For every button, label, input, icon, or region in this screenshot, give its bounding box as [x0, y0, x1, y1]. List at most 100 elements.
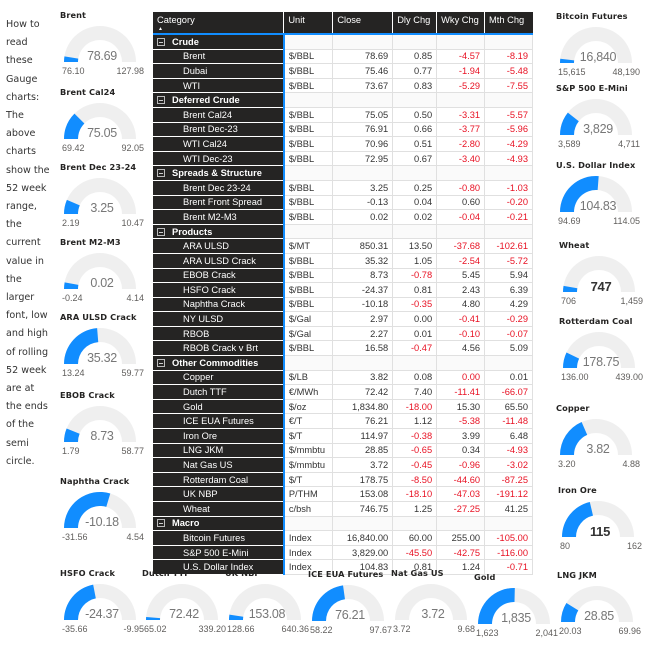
gauge-min-value: 1.79: [62, 446, 80, 456]
table-row[interactable]: Dubai $/BBL 75.46 0.77 -1.94 -5.48: [153, 63, 533, 79]
collapse-icon[interactable]: [157, 169, 165, 178]
gauge-lng-jkm[interactable]: LNG JKM 28.85 20.03 69.96: [557, 570, 649, 646]
table-row[interactable]: Wheat c/bsh 746.75 1.25 -27.25 41.25: [153, 501, 533, 517]
gauge-ice-eua-futures[interactable]: ICE EUA Futures 76.21 58.22 97.67: [308, 569, 400, 645]
table-row[interactable]: Rotterdam Coal $/T 178.75 -8.50 -44.60 -87.25: [153, 472, 533, 488]
column-header-wky-chg[interactable]: Wky Chg: [436, 12, 486, 35]
table-row[interactable]: Brent M2-M3 $/BBL 0.02 0.02 -0.04 -0.21: [153, 209, 533, 225]
empty-cell: [436, 92, 486, 108]
table-row[interactable]: Gold $/oz 1,834.80 -18.00 15.30 65.50: [153, 399, 533, 415]
gauge-dutch-ttf[interactable]: Dutch TTF 72.42 65.02 339.20: [142, 568, 234, 644]
unit-cell: $/BBL: [283, 282, 334, 298]
column-header-close[interactable]: Close: [332, 12, 394, 35]
table-row[interactable]: Nat Gas US $/mmbtu 3.72 -0.45 -0.96 -3.02: [153, 457, 533, 473]
column-header-category[interactable]: Category ▲: [153, 12, 285, 35]
group-header-cell[interactable]: Macro: [153, 516, 285, 532]
group-header-cell[interactable]: Deferred Crude: [153, 92, 285, 108]
gauge-min-value: 69.42: [62, 143, 85, 153]
table-row[interactable]: ICE EUA Futures €/T 76.21 1.12 -5.38 -11.48: [153, 413, 533, 430]
unit-cell: P/THM: [283, 486, 334, 502]
table-row[interactable]: Brent Dec 23-24 $/BBL 3.25 0.25 -0.80 -1.03: [153, 180, 533, 196]
gauge-ara-ulsd-crack[interactable]: ARA ULSD Crack 35.32 13.24 59.77: [60, 312, 152, 388]
gauge-wheat[interactable]: Wheat 747 706 1,459: [559, 240, 649, 316]
table-row[interactable]: WTI $/BBL 73.67 0.83 -5.29 -7.55: [153, 78, 533, 94]
table-row[interactable]: S&P 500 E-Mini Index 3,829.00 -45.50 -42.75-…: [153, 545, 533, 561]
table-row[interactable]: U.S. Dollar Index Index 104.83 0.81 1.24 -0.7…: [153, 559, 533, 575]
group-header-cell[interactable]: Other Commodities: [153, 355, 285, 371]
gauge-brent[interactable]: Brent 78.69 76.10 127.98: [60, 10, 152, 86]
table-row[interactable]: WTI Dec-23 $/BBL 72.95 0.67 -3.40 -4.93: [153, 151, 533, 167]
gauge-brent-m2-m3[interactable]: Brent M2-M3 0.02 -0.24 4.14: [60, 237, 152, 313]
gauge-copper[interactable]: Copper 3.82 3.20 4.88: [556, 403, 648, 479]
gauge-arc: [561, 586, 633, 622]
table-row[interactable]: Naphtha Crack $/BBL -10.18 -0.35 4.80 4.29: [153, 297, 533, 313]
gauge-title: Dutch TTF: [142, 568, 190, 578]
table-row[interactable]: RBOB $/Gal 2.27 0.01 -0.10 -0.07: [153, 326, 533, 342]
table-row[interactable]: RBOB Crack v Brt $/BBL 16.58 -0.47 4.56 5.09: [153, 340, 533, 357]
gauge-sp500-emini[interactable]: S&P 500 E-Mini 3,829 3,589 4,711: [556, 83, 648, 159]
collapse-icon[interactable]: [157, 519, 165, 528]
gauge-current-value: 72.42: [169, 607, 199, 621]
close-cell: 104.83: [332, 559, 394, 575]
table-row[interactable]: ARA ULSD Crack $/BBL 35.32 1.05 -2.54 -5.72: [153, 253, 533, 269]
close-cell: 3,829.00: [332, 545, 394, 561]
gauge-nat-gas-us[interactable]: Nat Gas US 3.72 3.72 9.68: [391, 568, 483, 644]
gauge-min-value: -0.24: [62, 293, 83, 303]
gauge-hsfo-crack[interactable]: HSFO Crack -24.37 -35.66 -9.95: [60, 568, 152, 644]
category-cell: Brent Front Spread: [153, 195, 285, 211]
gauge-uk-nbp[interactable]: UK NBP 153.08 128.66 640.36: [225, 568, 317, 644]
group-header-cell[interactable]: Crude: [153, 34, 285, 50]
table-row[interactable]: Bitcoin Futures Index 16,840.00 60.00 255.00…: [153, 530, 533, 546]
table-row[interactable]: Dutch TTF €/MWh 72.42 7.40 -11.41 -66.07: [153, 384, 533, 400]
gauge-usd-index[interactable]: U.S. Dollar Index 104.83 94.69 114.05: [556, 160, 648, 236]
gauge-max-value: 640.36: [281, 624, 309, 634]
daily-change-cell: 7.40: [392, 384, 438, 400]
collapse-icon[interactable]: [157, 358, 165, 367]
group-header-cell[interactable]: Products: [153, 224, 285, 240]
collapse-icon[interactable]: [157, 37, 165, 46]
table-row[interactable]: WTI Cal24 $/BBL 70.96 0.51 -2.80 -4.29: [153, 136, 533, 152]
gauge-bitcoin-futures[interactable]: Bitcoin Futures 16,840 15,615 48,190: [556, 11, 648, 87]
table-row[interactable]: Brent $/BBL 78.69 0.85 -4.57 -8.19: [153, 49, 533, 65]
weekly-change-cell: 2.43: [436, 282, 486, 298]
gauge-iron-ore[interactable]: Iron Ore 115 80 162: [558, 485, 649, 561]
column-header-unit[interactable]: Unit: [283, 12, 334, 35]
close-cell: 75.05: [332, 107, 394, 123]
collapse-icon[interactable]: [157, 227, 165, 236]
gauge-max-value: 4.88: [622, 459, 640, 469]
table-row[interactable]: ARA ULSD $/MT 850.31 13.50 -37.68 -102.61: [153, 238, 533, 254]
gauge-ebob-crack[interactable]: EBOB Crack 8.73 1.79 58.77: [60, 390, 152, 466]
column-header-dly-chg[interactable]: Dly Chg: [392, 12, 438, 35]
gauge-naphtha-crack[interactable]: Naphtha Crack -10.18 -31.56 4.54: [60, 476, 152, 552]
table-row[interactable]: Brent Front Spread $/BBL -0.13 0.04 0.60 -0.2…: [153, 195, 533, 211]
table-row[interactable]: Copper $/LB 3.82 0.08 0.00 0.01: [153, 370, 533, 386]
table-row[interactable]: EBOB Crack $/BBL 8.73 -0.78 5.45 5.94: [153, 268, 533, 284]
gauge-current-value: 3,829: [583, 122, 613, 136]
category-cell: Brent Dec-23: [153, 122, 285, 138]
table-row[interactable]: Iron Ore $/T 114.97 -0.38 3.99 6.48: [153, 428, 533, 444]
gauge-rotterdam-coal[interactable]: Rotterdam Coal 178.75 136.00 439.00: [559, 316, 649, 392]
gauge-min-value: 76.10: [62, 66, 85, 76]
unit-cell: $/BBL: [283, 268, 334, 284]
monthly-change-cell: -4.93: [484, 151, 533, 167]
table-row[interactable]: UK NBP P/THM 153.08 -18.10 -47.03 -191.12: [153, 486, 533, 502]
sort-ascending-icon[interactable]: ▲: [158, 26, 163, 32]
table-row[interactable]: NY ULSD $/Gal 2.97 0.00 -0.41 -0.29: [153, 311, 533, 327]
unit-cell: $/BBL: [283, 49, 334, 65]
gauge-title: Naphtha Crack: [60, 476, 130, 486]
table-row[interactable]: LNG JKM $/mmbtu 28.85 -0.65 0.34 -4.93: [153, 443, 533, 459]
collapse-icon[interactable]: [157, 96, 165, 105]
group-header-cell[interactable]: Spreads & Structure: [153, 165, 285, 181]
gauge-min-value: 58.22: [310, 625, 333, 635]
gauge-gold[interactable]: Gold 1,835 1,623 2,041: [474, 572, 566, 648]
category-cell: Brent Cal24: [153, 107, 285, 123]
unit-cell: c/bsh: [283, 501, 334, 517]
monthly-change-cell: -87.25: [484, 472, 533, 488]
column-header-mth-chg[interactable]: Mth Chg: [484, 12, 533, 35]
table-row[interactable]: Brent Dec-23 $/BBL 76.91 0.66 -3.77 -5.96: [153, 122, 533, 138]
gauge-brent-dec-23-24[interactable]: Brent Dec 23-24 3.25 2.19 10.47: [60, 162, 152, 238]
gauge-max-value: 92.05: [121, 143, 144, 153]
gauge-brent-cal24[interactable]: Brent Cal24 75.05 69.42 92.05: [60, 87, 152, 163]
table-row[interactable]: HSFO Crack $/BBL -24.37 0.81 2.43 6.39: [153, 282, 533, 298]
table-row[interactable]: Brent Cal24 $/BBL 75.05 0.50 -3.31 -5.57: [153, 107, 533, 123]
